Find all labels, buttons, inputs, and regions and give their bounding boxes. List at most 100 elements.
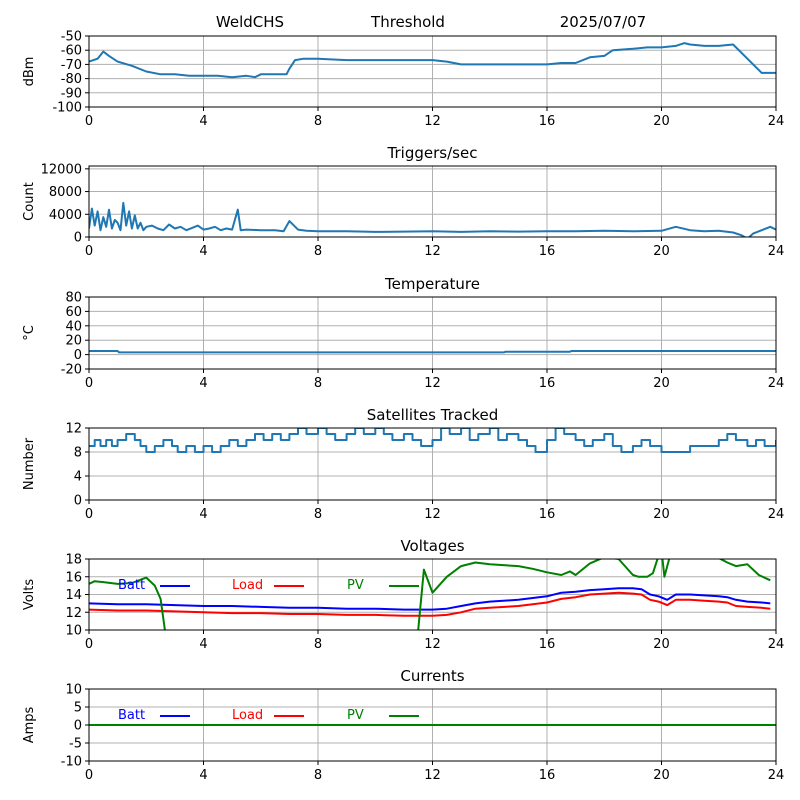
x-tick-label: 20	[653, 637, 670, 652]
x-tick-label: 20	[653, 244, 670, 259]
x-tick-label: 8	[314, 114, 322, 129]
x-tick-label: 4	[199, 768, 207, 783]
x-tick-label: 12	[424, 376, 441, 391]
x-tick-label: 16	[539, 768, 556, 783]
x-tick-label: 8	[314, 637, 322, 652]
x-tick-label: 12	[424, 637, 441, 652]
x-tick-label: 24	[768, 768, 785, 783]
y-axis-label: Number	[22, 437, 37, 490]
y-tick-label: 40	[65, 319, 82, 334]
series-line-main	[89, 201, 776, 237]
y-tick-label: 80	[65, 291, 82, 306]
x-tick-label: 8	[314, 507, 322, 522]
y-axis-label: Amps	[22, 706, 37, 743]
y-tick-label: 4	[74, 470, 82, 485]
y-tick-label: 10	[65, 683, 82, 698]
panel-title: Currents	[400, 667, 464, 685]
legend-label-pv: PV	[347, 708, 364, 723]
x-tick-label: 12	[424, 768, 441, 783]
y-tick-label: 0	[74, 348, 82, 363]
panel-title: Voltages	[400, 537, 464, 555]
x-tick-label: 0	[85, 244, 93, 259]
legend-label-batt: Batt	[118, 708, 145, 723]
y-tick-label: -50	[61, 30, 82, 45]
x-tick-label: 4	[199, 637, 207, 652]
y-tick-label: -90	[61, 86, 82, 101]
x-tick-label: 0	[85, 768, 93, 783]
x-tick-label: 16	[539, 114, 556, 129]
y-tick-label: 0	[74, 719, 82, 734]
x-tick-label: 0	[85, 114, 93, 129]
x-tick-label: 16	[539, 507, 556, 522]
y-tick-label: 0	[74, 494, 82, 509]
y-axis-label: Count	[22, 182, 37, 221]
x-tick-label: 16	[539, 376, 556, 391]
y-tick-label: 10	[65, 624, 82, 639]
header-station: WeldCHS	[216, 13, 284, 31]
y-axis-label: dBm	[22, 57, 37, 87]
y-tick-label: 12000	[41, 162, 82, 177]
y-tick-label: -10	[61, 755, 82, 770]
y-tick-label: 16	[65, 570, 82, 585]
series-line-pv	[89, 559, 771, 630]
x-tick-label: 0	[85, 637, 93, 652]
legend-label-batt: Batt	[118, 578, 145, 593]
x-tick-label: 4	[199, 507, 207, 522]
y-tick-label: -60	[61, 44, 82, 59]
chart-panel-6: 0 4 8 12 16 20 24 -10 -5 0 5 10 Currents Amps Batt Load…	[22, 667, 784, 783]
x-tick-label: 4	[199, 376, 207, 391]
x-tick-label: 20	[653, 768, 670, 783]
x-tick-label: 20	[653, 507, 670, 522]
x-tick-label: 24	[768, 114, 785, 129]
legend-label-pv: PV	[347, 578, 364, 593]
header-date: 2025/07/07	[560, 13, 646, 31]
y-tick-label: 60	[65, 305, 82, 320]
y-tick-label: -20	[61, 363, 82, 378]
y-tick-label: -80	[61, 72, 82, 87]
series-line-load	[89, 591, 771, 617]
y-tick-label: 14	[65, 588, 82, 603]
y-tick-label: -100	[52, 101, 82, 116]
y-tick-label: 12	[65, 422, 82, 437]
x-tick-label: 20	[653, 114, 670, 129]
x-tick-label: 4	[199, 244, 207, 259]
x-tick-label: 24	[768, 637, 785, 652]
x-tick-label: 0	[85, 376, 93, 391]
y-tick-label: 20	[65, 334, 82, 349]
chart-panel-1: 0 4 8 12 16 20 24 -100-90-80-70-60-50 dBm	[22, 30, 784, 130]
legend-label-load: Load	[232, 578, 263, 593]
y-tick-label: -5	[69, 737, 82, 752]
x-tick-label: 16	[539, 244, 556, 259]
x-tick-label: 8	[314, 244, 322, 259]
y-tick-label: 5	[74, 701, 82, 716]
panel-title: Temperature	[384, 275, 480, 293]
x-tick-label: 24	[768, 507, 785, 522]
y-axis-label: °C	[22, 325, 37, 341]
series-line-main	[89, 350, 776, 354]
chart-panel-2: 0 4 8 12 16 20 24 0 4000 8000 12000 Triggers/sec Cou…	[22, 144, 784, 259]
y-tick-label: 18	[65, 553, 82, 568]
x-tick-label: 24	[768, 244, 785, 259]
x-tick-label: 12	[424, 507, 441, 522]
y-tick-label: 0	[74, 231, 82, 246]
y-axis-label: Volts	[22, 579, 37, 611]
x-tick-label: 8	[314, 768, 322, 783]
y-tick-label: 8	[74, 446, 82, 461]
series-line-main	[89, 428, 776, 453]
y-tick-label: 8000	[49, 185, 82, 200]
chart-panel-5: 0 4 8 12 16 20 24 10 12 14 16 18 Voltages Volts Batt Lo…	[22, 537, 784, 652]
header-label: Threshold	[370, 13, 445, 31]
x-tick-label: 0	[85, 507, 93, 522]
x-tick-label: 8	[314, 376, 322, 391]
x-tick-label: 12	[424, 244, 441, 259]
x-tick-label: 4	[199, 114, 207, 129]
x-tick-label: 24	[768, 376, 785, 391]
series-line-batt	[89, 587, 771, 611]
x-tick-label: 16	[539, 637, 556, 652]
y-tick-label: 12	[65, 606, 82, 621]
y-tick-label: 4000	[49, 208, 82, 223]
x-tick-label: 12	[424, 114, 441, 129]
series-line-main	[89, 42, 776, 79]
